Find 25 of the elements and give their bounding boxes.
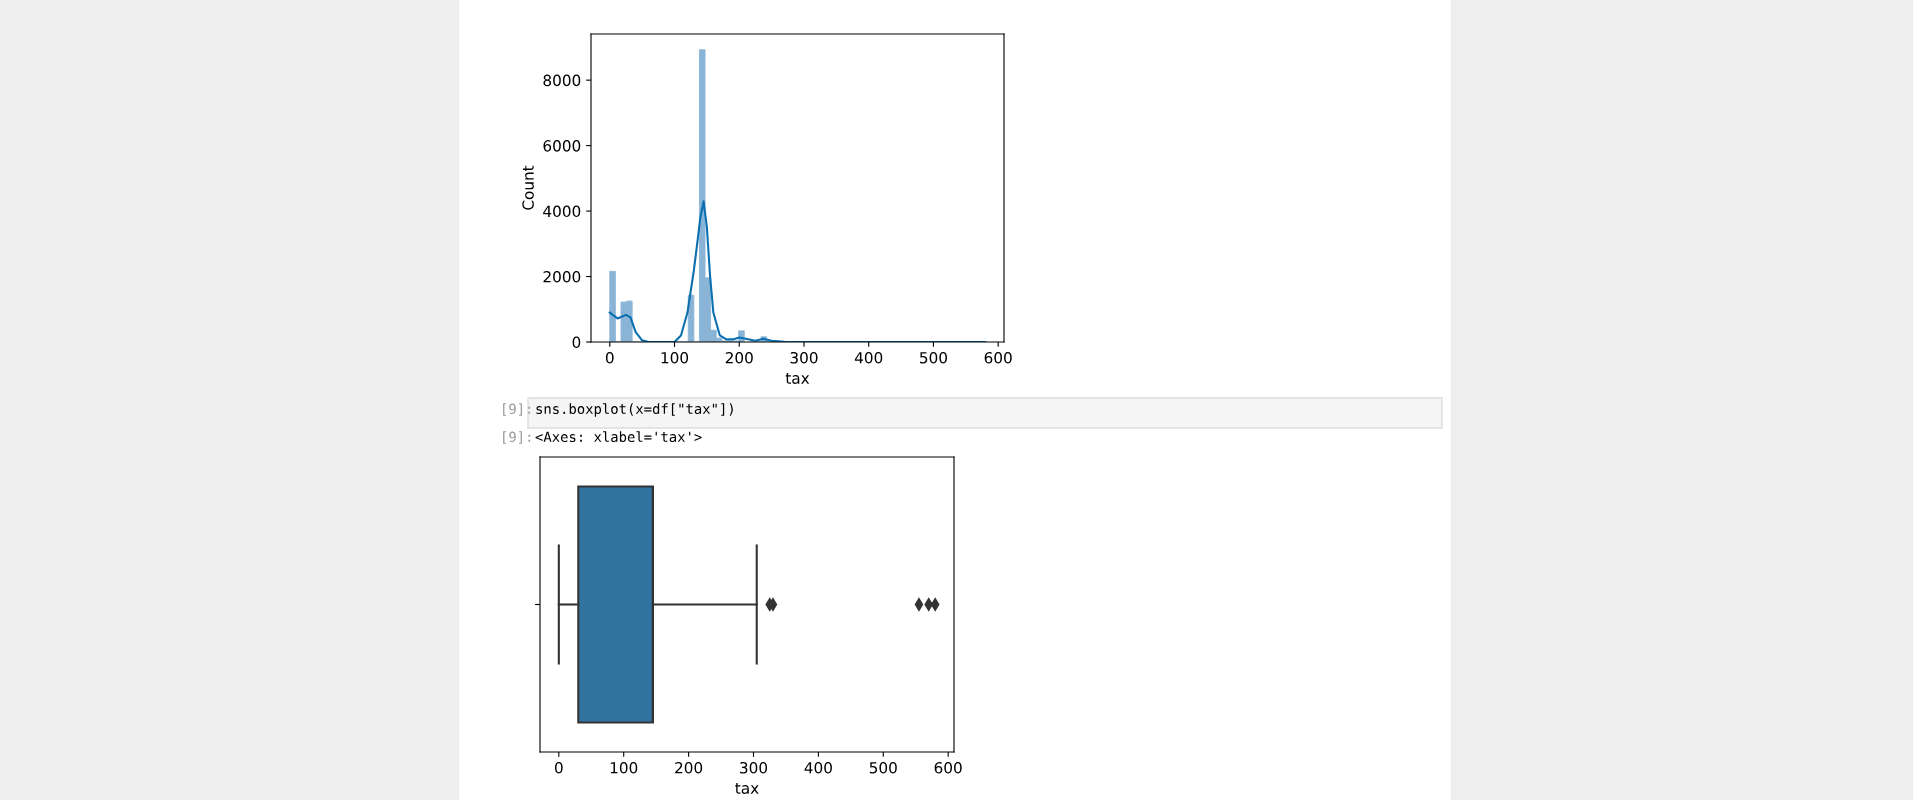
y-tick-label: 8000	[543, 74, 581, 87]
y-tick-label: 6000	[543, 140, 581, 152]
text: [9]:	[503, 403, 531, 416]
x-tick-label: 200	[675, 761, 703, 774]
x-tick-label: 400	[854, 351, 883, 364]
x-tick-label: 600	[934, 761, 962, 774]
text: [9]:	[503, 431, 531, 444]
x-tick-label: 500	[920, 351, 948, 364]
y-tick-label: 2000	[543, 271, 581, 283]
x-tick-label: 200	[725, 351, 753, 364]
y-tick-label: 4000	[543, 205, 581, 218]
text: sns.boxplot(x=df["tax"])	[536, 403, 733, 417]
text: <Axes: xlabel='tax'>	[535, 431, 702, 443]
x-tick-label: 100	[661, 351, 689, 364]
x-axis-title: tax	[785, 372, 810, 384]
y-tick-label: 0	[572, 336, 581, 349]
x-axis-title: tax	[735, 782, 759, 794]
x-tick-label: 300	[740, 761, 768, 774]
x-tick-label: 600	[984, 351, 1012, 364]
x-tick-label: 100	[610, 761, 638, 774]
x-tick-label: 500	[869, 761, 897, 774]
y-axis-title: Count	[522, 165, 534, 210]
x-tick-label: 300	[790, 351, 818, 364]
x-tick-label: 400	[804, 761, 832, 774]
x-tick-label: 0	[605, 351, 614, 364]
